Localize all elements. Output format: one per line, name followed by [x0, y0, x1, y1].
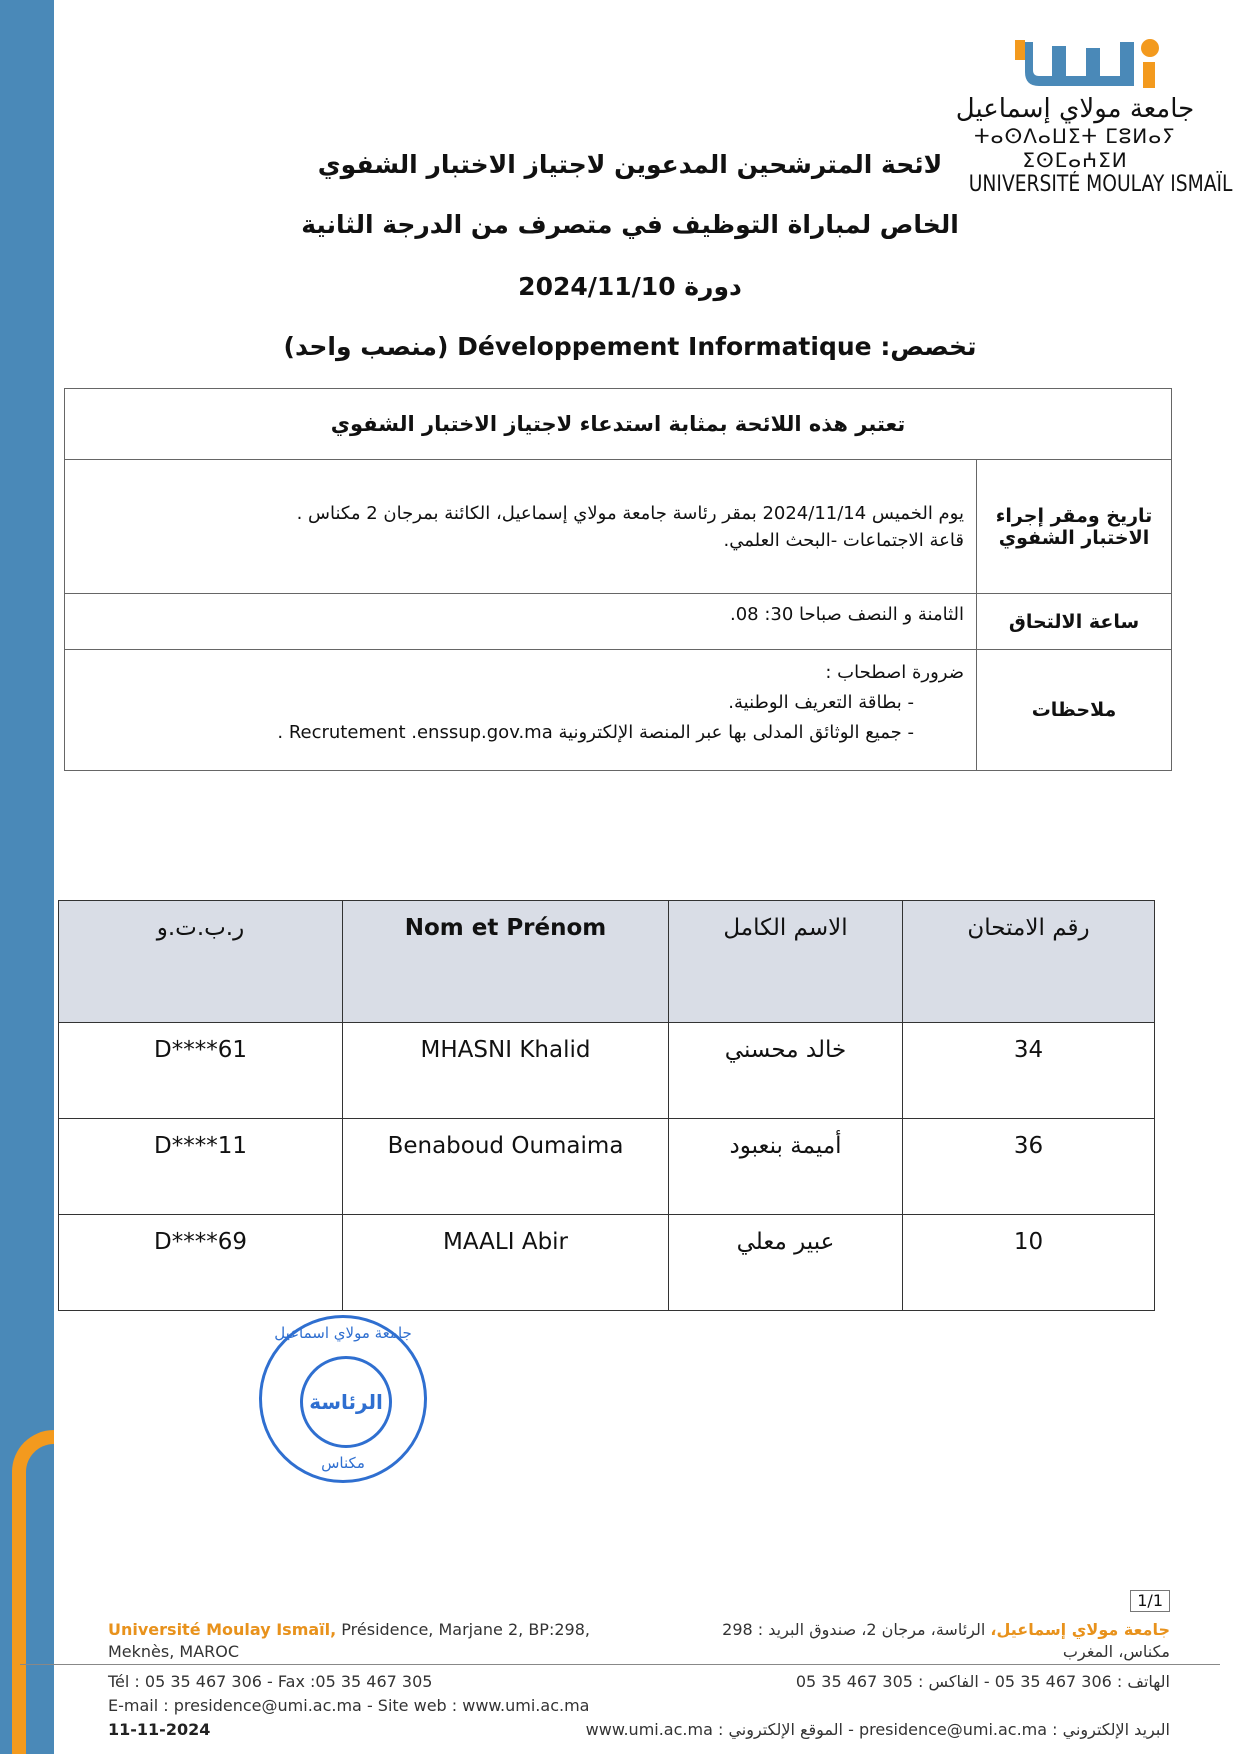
info-line: - جميع الوثائق المدلى بها عبر المنصة الإ…: [277, 722, 914, 743]
name-latin: MAALI Abir: [342, 1214, 669, 1311]
name-latin: MHASNI Khalid: [342, 1022, 669, 1119]
title-line-2: الخاص لمباراة التوظيف في متصرف من الدرجة…: [301, 210, 959, 239]
footer-left-contact: E-mail : presidence@umi.ac.ma - Site web…: [108, 1696, 590, 1715]
candidates-table: رقم الامتحان الاسم الكامل Nom et Prénom …: [58, 900, 1155, 1311]
info-label-date-location: تاريخ ومقر إجراء الاختبار الشفوي: [976, 459, 1172, 594]
table-row: 34 خالد محسني MHASNI Khalid D****61: [58, 1022, 1155, 1119]
footer-university-name-ar: جامعة مولاي إسماعيل،: [990, 1620, 1170, 1639]
stamp-bottom-text: مكناس: [321, 1454, 365, 1472]
footer-right-phone: الهاتف : 306 467 35 05 - الفاكس : 305 46…: [795, 1672, 1170, 1691]
info-label-arrival-time: ساعة الالتحاق: [976, 593, 1172, 650]
stamp-center-text: الرئاسة: [300, 1356, 392, 1448]
info-line: ضرورة اصطحاب :: [825, 662, 964, 683]
umi-logo-mark: [950, 36, 1200, 94]
footer-right-line-2: مكناس، المغرب: [1062, 1642, 1170, 1661]
info-row-arrival-time: ساعة الالتحاق الثامنة و النصف صباحا 30: …: [64, 593, 1172, 650]
footer-right-line-1: جامعة مولاي إسماعيل، الرئاسة، مرجان 2، ص…: [722, 1620, 1170, 1640]
info-row-date-location: تاريخ ومقر إجراء الاختبار الشفوي يوم الخ…: [64, 459, 1172, 594]
footer-right-contact: البريد الإلكتروني : presidence@umi.ac.ma…: [585, 1720, 1170, 1739]
info-line: - بطاقة التعريف الوطنية.: [728, 692, 914, 713]
info-row-notes: ملاحظات ضرورة اصطحاب : - بطاقة التعريف ا…: [64, 649, 1172, 771]
name-latin: Benaboud Oumaima: [342, 1118, 669, 1215]
info-value-notes: ضرورة اصطحاب : - بطاقة التعريف الوطنية. …: [64, 649, 977, 771]
name-arabic: أميمة بنعبود: [668, 1118, 903, 1215]
name-arabic: خالد محسني: [668, 1022, 903, 1119]
session-date: دورة 2024/11/10: [518, 272, 742, 301]
exam-number: 36: [902, 1118, 1155, 1215]
logo-tifinagh-name: ⵜⴰⵙⴷⴰⵡⵉⵜ ⵎⵓⵍⴰⵢ ⵉⵙⵎⴰⵄⵉⵍ: [974, 124, 1176, 172]
info-header: تعتبر هذه اللائحة بمثابة استدعاء لاجتياز…: [64, 388, 1172, 460]
title-line-1: لائحة المترشحين المدعوين لاجتياز الاختبا…: [317, 150, 943, 179]
print-date: 11-11-2024: [108, 1720, 211, 1739]
specialty: تخصص: Développement Informatique (منصب و…: [283, 332, 977, 361]
page-number: 1/1: [1130, 1590, 1170, 1612]
info-value-arrival-time: الثامنة و النصف صباحا 30: 08.: [64, 593, 977, 650]
logo-french-name: UNIVERSITÉ MOULAY ISMAÏL: [968, 172, 1233, 197]
header-full-name-fr: Nom et Prénom: [342, 900, 669, 1023]
info-label-notes: ملاحظات: [976, 649, 1172, 771]
table-row: 36 أميمة بنعبود Benaboud Oumaima D****11: [58, 1118, 1155, 1215]
university-logo: جامعة مولاي إسماعيل ⵜⴰⵙⴷⴰⵡⵉⵜ ⵎⵓⵍⴰⵢ ⵉⵙⵎⴰⵄ…: [950, 36, 1233, 198]
left-decorative-bar: [0, 0, 54, 1754]
footer-left-line-1: Université Moulay Ismaïl, Présidence, Ma…: [108, 1620, 590, 1640]
logo-arabic-name: جامعة مولاي إسماعيل: [955, 94, 1195, 124]
footer-divider: [20, 1664, 1220, 1665]
masked-id: D****11: [58, 1118, 343, 1215]
table-row: 10 عبير معلي MAALI Abir D****69: [58, 1214, 1155, 1311]
exam-number: 10: [902, 1214, 1155, 1311]
info-line: يوم الخميس 2024/11/14 بمقر رئاسة جامعة م…: [296, 503, 964, 524]
footer-address-ar: الرئاسة، مرجان 2، صندوق البريد : 298: [722, 1620, 991, 1639]
footer-left-line-2: Meknès, MAROC: [108, 1642, 240, 1661]
footer-left-phone: Tél : 05 35 467 306 - Fax :05 35 467 305: [108, 1672, 433, 1691]
info-line: قاعة الاجتماعات -البحث العلمي.: [723, 530, 965, 551]
orange-decorative-bar: [12, 1470, 26, 1754]
official-stamp: جامعة مولاي اسماعيل الرئاسة مكناس: [259, 1315, 427, 1483]
info-value-date-location: يوم الخميس 2024/11/14 بمقر رئاسة جامعة م…: [64, 459, 977, 594]
header-full-name-ar: الاسم الكامل: [668, 900, 903, 1023]
info-header-row: تعتبر هذه اللائحة بمثابة استدعاء لاجتياز…: [64, 388, 1172, 460]
masked-id: D****61: [58, 1022, 343, 1119]
exam-number: 34: [902, 1022, 1155, 1119]
footer-university-name: Université Moulay Ismaïl,: [108, 1620, 337, 1639]
convocation-info-table: تعتبر هذه اللائحة بمثابة استدعاء لاجتياز…: [64, 388, 1172, 771]
candidates-header-row: رقم الامتحان الاسم الكامل Nom et Prénom …: [58, 900, 1155, 1023]
name-arabic: عبير معلي: [668, 1214, 903, 1311]
stamp-top-text: جامعة مولاي اسماعيل: [274, 1324, 412, 1342]
header-id: ر.ب.ت.و: [58, 900, 343, 1023]
footer-address: Présidence, Marjane 2, BP:298,: [336, 1620, 590, 1639]
header-exam-number: رقم الامتحان: [902, 900, 1155, 1023]
masked-id: D****69: [58, 1214, 343, 1311]
